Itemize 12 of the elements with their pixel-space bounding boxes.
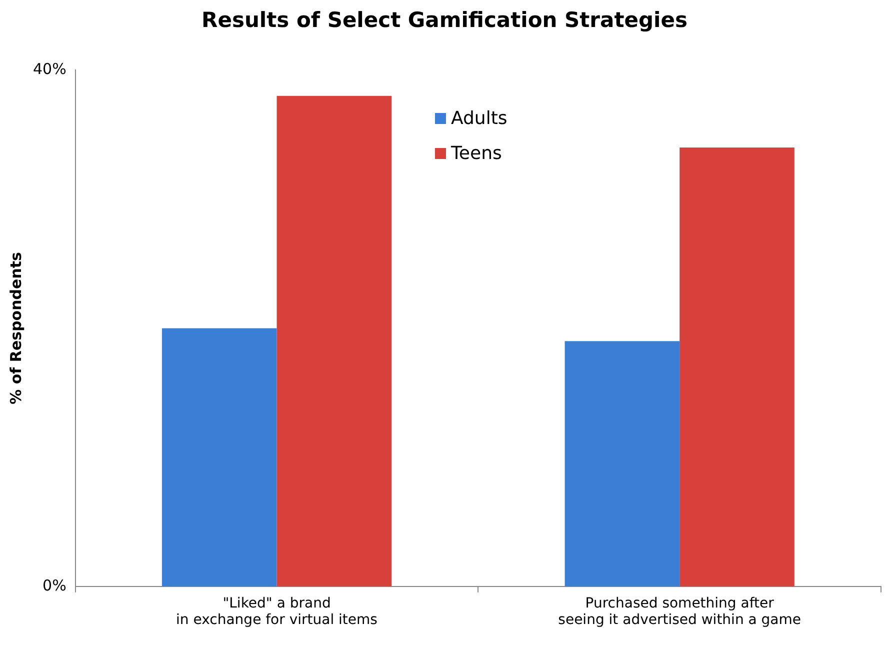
bar xyxy=(276,96,392,586)
bar xyxy=(162,328,277,586)
x-tick-label: Purchased something after seeing it advertised within a game xyxy=(558,595,802,628)
y-tick-label: 40% xyxy=(32,60,66,78)
chart-title: Results of Select Gamification Strategies xyxy=(200,8,688,32)
legend-label: Teens xyxy=(451,143,502,164)
bar xyxy=(564,341,680,586)
x-tick-label: "Liked" a brand in exchange for virtual items xyxy=(176,595,378,628)
bar xyxy=(680,147,794,586)
y-tick-label: 0% xyxy=(42,576,66,594)
y-axis-title: % of Respondents xyxy=(6,252,25,404)
legend-label: Adults xyxy=(451,108,508,129)
